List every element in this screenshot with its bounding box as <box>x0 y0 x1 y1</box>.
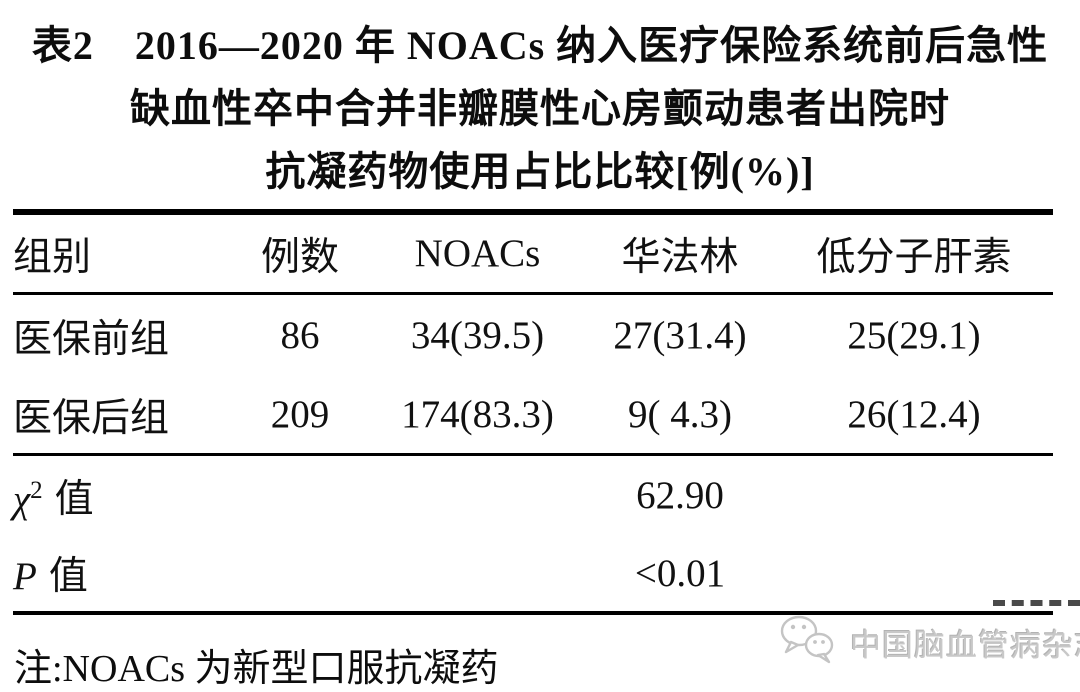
table-note: 注:NOACs 为新型口服抗凝药 <box>14 648 499 690</box>
table-title-line-1: 表2 2016—2020 年 NOACs 纳入医疗保险系统前后急性 <box>31 23 1049 68</box>
chi-square-row: χ2 值 62.90 <box>13 456 1053 535</box>
cell-warfarin: 9( 4.3) <box>628 393 732 436</box>
cell-cases: 209 <box>270 393 330 436</box>
cropped-dashed-artifact <box>993 600 1080 606</box>
header-group: 组别 <box>13 235 92 279</box>
table-bottom-rule <box>13 611 1053 615</box>
p-value: <0.01 <box>634 551 726 595</box>
body-divider-rule <box>13 453 1053 456</box>
chi-label-suffix: 值 <box>54 477 94 521</box>
watermark-text: 中国脑血管病杂志 <box>850 627 1080 663</box>
cell-noacs: 174(83.3) <box>401 393 554 436</box>
journal-watermark: 中国脑血管病杂志 <box>778 614 1080 671</box>
header-noacs: NOACs <box>414 232 541 275</box>
cell-group-label: 医保后组 <box>13 396 170 440</box>
wechat-icon <box>778 614 836 671</box>
chi-symbol: χ <box>13 477 31 521</box>
table-row: 医保后组 209 174(83.3) 9( 4.3) 26(12.4) <box>13 376 1053 453</box>
cell-cases: 86 <box>280 314 320 357</box>
cell-warfarin: 27(31.4) <box>613 314 747 357</box>
table-title: 表2 2016—2020 年 NOACs 纳入医疗保险系统前后急性 缺血性卒中合… <box>0 0 1080 203</box>
header-lmw-heparin: 低分子肝素 <box>816 235 1012 279</box>
cell-noacs: 34(39.5) <box>410 314 545 357</box>
table-header-row: 组别 例数 NOACs 华法林 低分子肝素 <box>13 215 1053 292</box>
table-row: 医保前组 86 34(39.5) 27(31.4) 25(29.1) <box>13 295 1053 376</box>
cell-lmw-heparin: 25(29.1) <box>847 314 981 357</box>
chi-square-label: χ2 值 <box>13 468 230 524</box>
p-label-suffix: 值 <box>48 555 88 598</box>
table-title-line-3: 抗凝药物使用占比比较[例(%)] <box>265 149 815 194</box>
header-cases: 例数 <box>260 235 339 279</box>
cell-lmw-heparin: 26(12.4) <box>847 393 981 436</box>
p-symbol: P <box>13 555 37 598</box>
cell-group-label: 医保前组 <box>13 317 170 361</box>
header-warfarin: 华法林 <box>621 235 739 279</box>
chi-square-value: 62.90 <box>636 474 724 517</box>
table-title-line-2: 缺血性卒中合并非瓣膜性心房颤动患者出院时 <box>130 86 950 131</box>
table-top-rule <box>13 209 1053 215</box>
chi-superscript: 2 <box>30 476 43 504</box>
header-divider-rule <box>13 292 1053 295</box>
